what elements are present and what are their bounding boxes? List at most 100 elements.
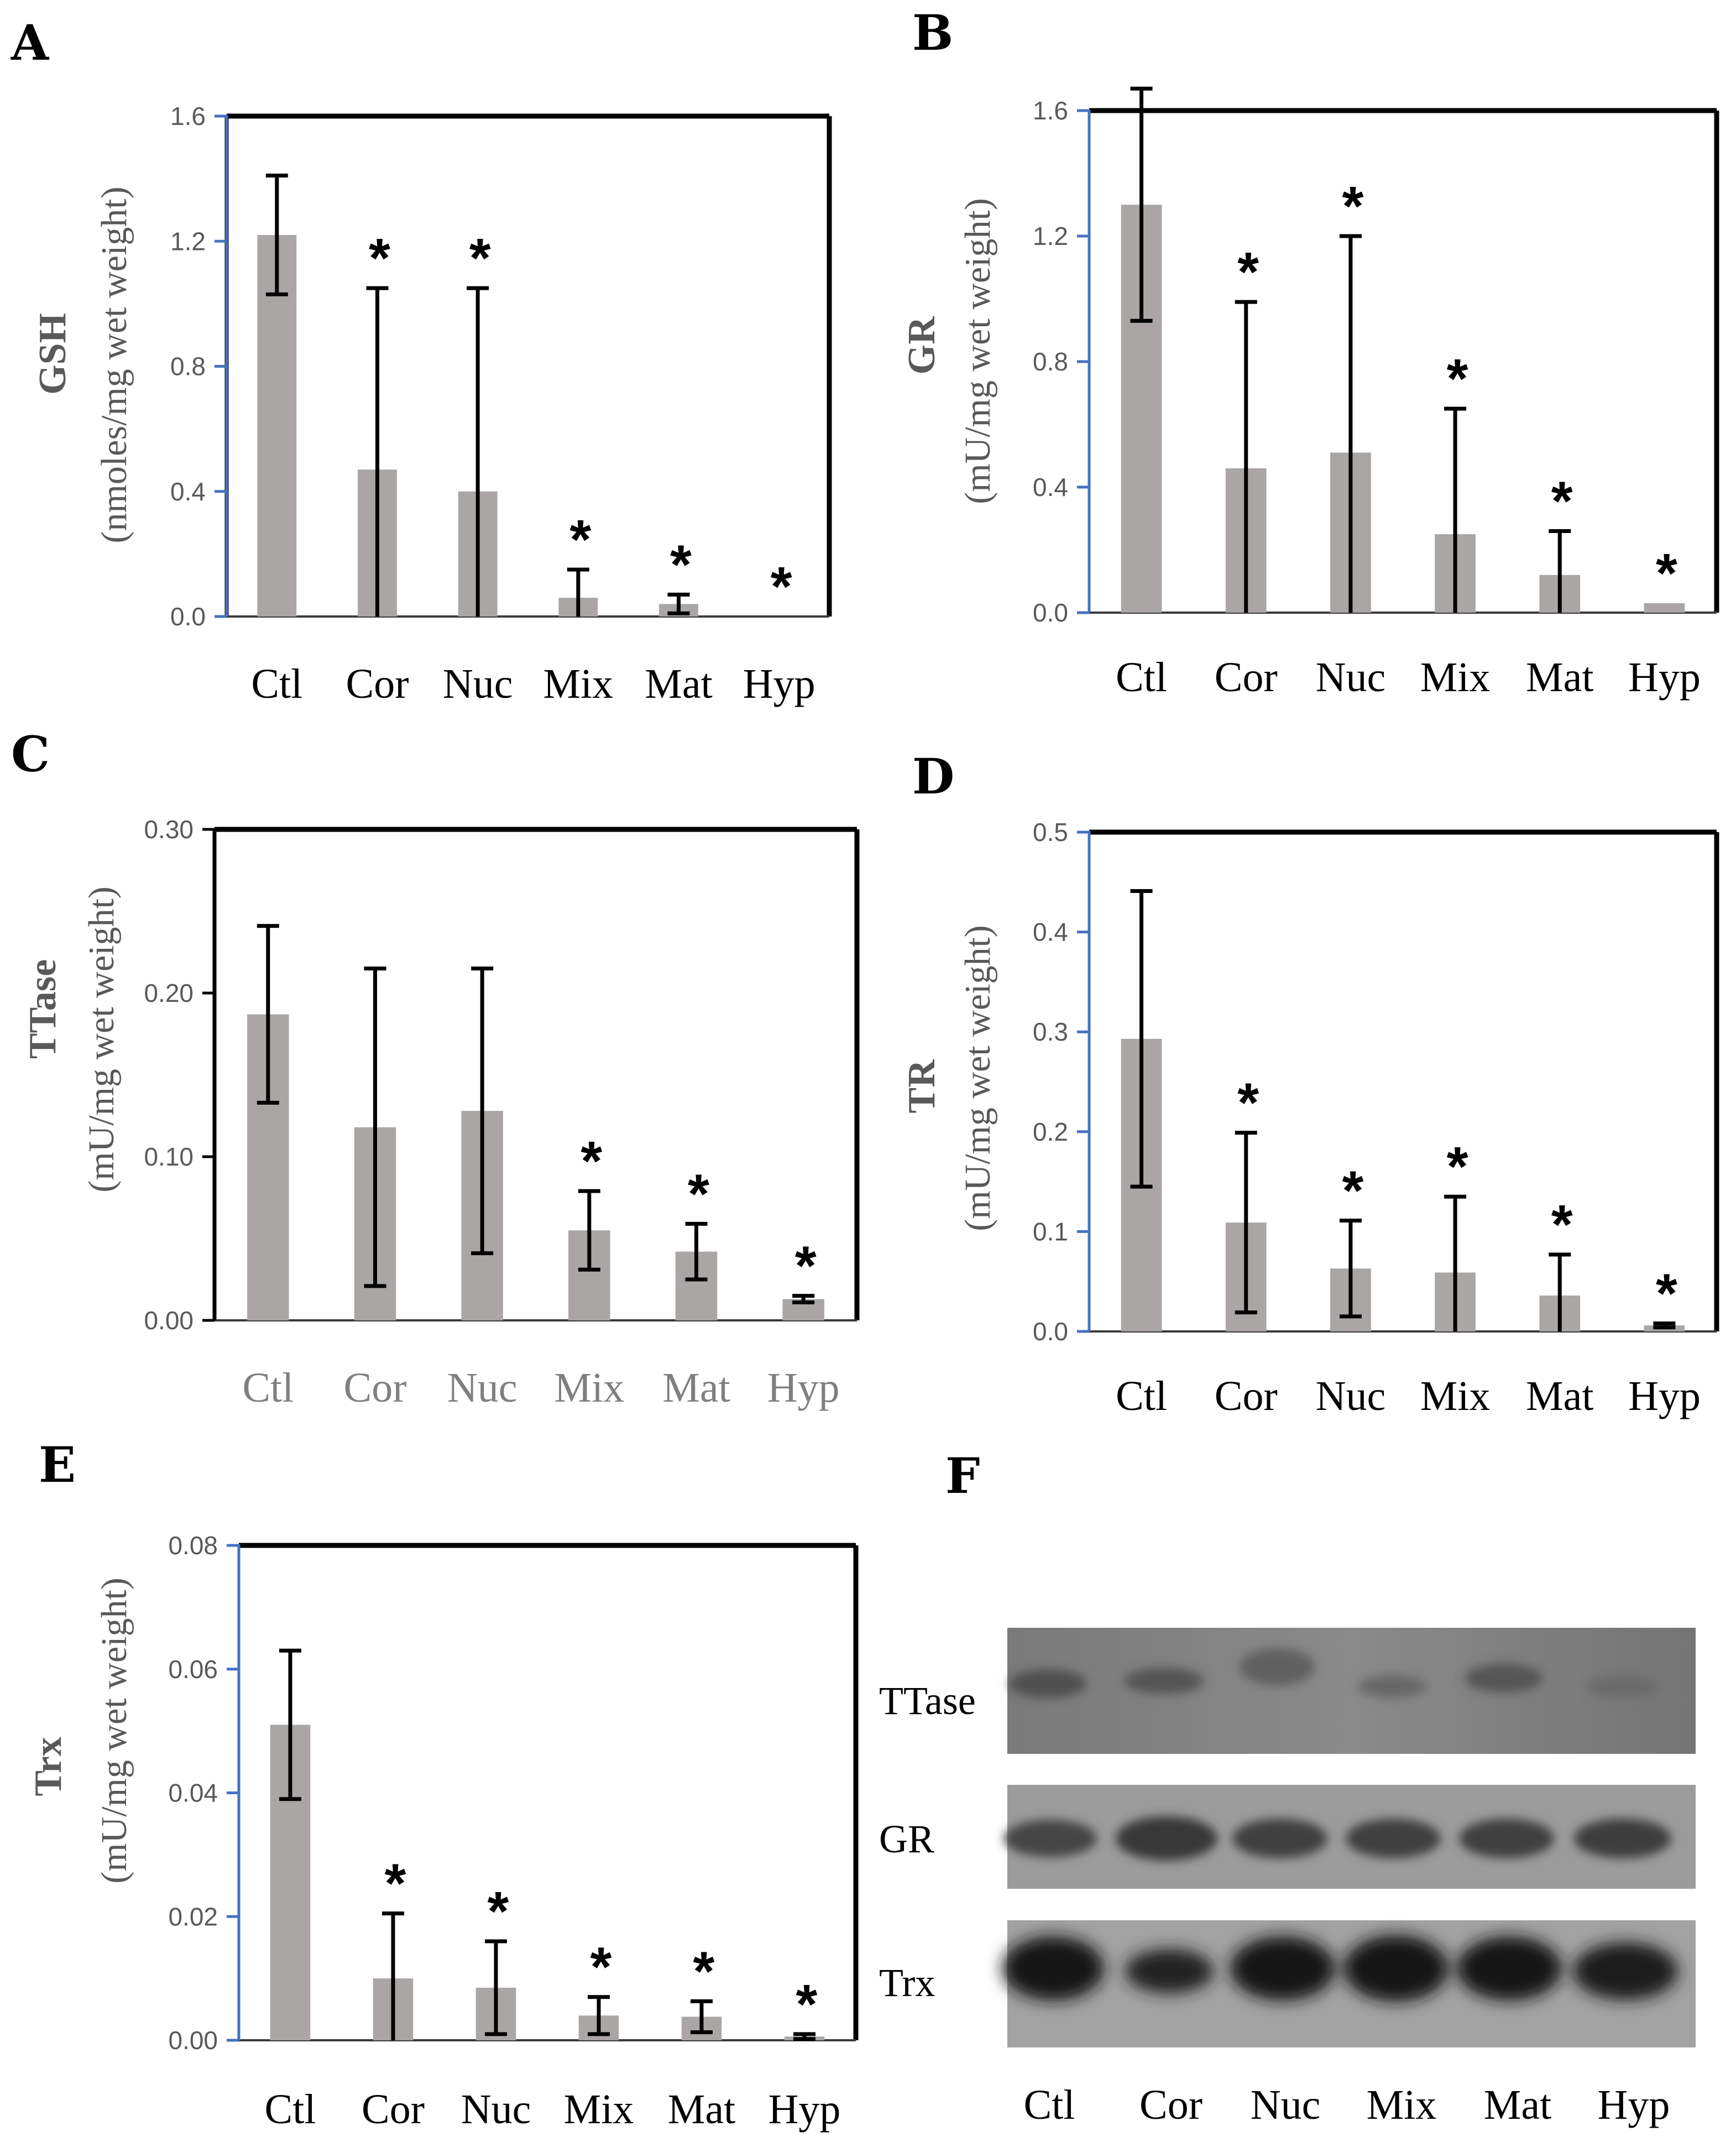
- panel-d-y-title: TR: [901, 1059, 943, 1114]
- significance-star: *: [670, 534, 692, 595]
- significance-star: *: [1656, 1263, 1677, 1325]
- x-tick-label: Cor: [1215, 654, 1278, 701]
- significance-star: *: [771, 556, 792, 618]
- x-tick-label: Cor: [344, 1365, 407, 1411]
- bar-ctl: [257, 234, 297, 617]
- x-tick-label: Mat: [1526, 654, 1593, 701]
- blot-band-gr-mat: [1459, 1819, 1554, 1858]
- y-tick-label: 0.8: [170, 352, 206, 381]
- x-tick-label: Mat: [645, 661, 712, 707]
- blot-band-ttase-hyp: [1587, 1675, 1658, 1697]
- blot-band-trx-hyp: [1573, 1942, 1678, 2000]
- panel-c: C TTase (mU/mg wet weight) 0.00 0.10 0.20 0…: [11, 725, 860, 1411]
- x-tick-label: Hyp: [1628, 654, 1701, 701]
- panel-letter-d: D: [912, 748, 954, 805]
- significance-star: *: [1342, 175, 1363, 237]
- panel-b-y-title: GR: [901, 316, 943, 374]
- significance-star: *: [1551, 470, 1573, 532]
- x-tick-label: Hyp: [768, 2086, 841, 2133]
- y-tick-label: 0.4: [170, 477, 206, 506]
- significance-star: *: [469, 227, 491, 289]
- significance-star: *: [569, 509, 591, 571]
- significance-star: *: [488, 1880, 509, 1942]
- blot-lane-label: Mat: [1484, 2082, 1551, 2128]
- blot-band-gr-mix: [1346, 1819, 1441, 1858]
- x-tick-label: Mat: [668, 2086, 735, 2133]
- panel-d: D TR (mU/mg wet weight) 0.0 0.1 0.2 0.3 0.4 0…: [901, 748, 1719, 1419]
- blot-band-gr-hyp: [1574, 1819, 1671, 1858]
- blot-band-gr-ctl: [1004, 1820, 1097, 1857]
- x-tick-label: Mix: [564, 2086, 634, 2133]
- x-tick-label: Nuc: [447, 1365, 517, 1411]
- y-tick-label: 0.10: [144, 1142, 194, 1171]
- blot-ttase-membrane: [1007, 1628, 1696, 1754]
- x-tick-label: Mat: [662, 1365, 730, 1411]
- blot-trx-bands: [1002, 1935, 1678, 2002]
- significance-star: *: [1656, 542, 1677, 604]
- panel-a: A GSH (nmoles/mg wet weight) 0.0 0.4 0.8 1.…: [11, 14, 832, 707]
- y-tick-label: 0.30: [144, 815, 194, 844]
- panel-a-y-title: GSH: [32, 313, 74, 395]
- y-tick-label: 0.8: [1033, 347, 1068, 376]
- y-tick-label: 0.02: [168, 1902, 218, 1931]
- blot-band-ttase-nuc: [1240, 1648, 1315, 1686]
- blot-lane-label: Mix: [1367, 2082, 1437, 2128]
- blot-lane-label: Cor: [1139, 2082, 1202, 2128]
- x-tick-label: Mix: [543, 661, 613, 707]
- y-tick-label: 0.0: [170, 602, 206, 631]
- significance-star: *: [1237, 241, 1259, 303]
- panel-letter-c: C: [11, 725, 50, 783]
- x-tick-label: Hyp: [743, 661, 815, 707]
- x-tick-label: Mat: [1526, 1373, 1593, 1419]
- x-tick-label: Mix: [1420, 654, 1491, 701]
- panel-b: B GR (mU/mg wet weight) 0.0 0.4 0.8 1.2 1.6 C…: [901, 4, 1719, 701]
- blot-lane-label: Hyp: [1598, 2082, 1670, 2128]
- x-tick-label: Ctl: [251, 661, 302, 707]
- significance-star: *: [581, 1130, 602, 1192]
- panel-d-y-unit: (mU/mg wet weight): [958, 925, 998, 1231]
- panel-letter-b: B: [912, 4, 953, 61]
- y-tick-label: 0.08: [168, 1531, 218, 1560]
- significance-star: *: [1551, 1194, 1573, 1256]
- significance-star: *: [688, 1163, 709, 1225]
- significance-star: *: [1342, 1160, 1363, 1222]
- y-tick-label: 1.2: [1033, 222, 1068, 250]
- blot-band-trx-ctl: [1002, 1936, 1104, 2000]
- significance-star: *: [693, 1941, 715, 2003]
- blot-band-trx-mix: [1343, 1935, 1449, 2002]
- x-tick-label: Nuc: [1316, 1373, 1386, 1419]
- y-tick-label: 0.0: [1033, 598, 1068, 627]
- y-tick-label: 1.6: [1033, 96, 1068, 125]
- blot-row-label-trx: Trx: [879, 1961, 935, 2005]
- significance-star: *: [369, 227, 390, 289]
- panel-f: F TTase GR Trx: [879, 1447, 1696, 2128]
- blot-ttase-bands: [1009, 1648, 1658, 1698]
- significance-star: *: [590, 1936, 612, 1998]
- panel-letter-e: E: [39, 1436, 76, 1493]
- y-tick-label: 0.4: [1033, 918, 1068, 947]
- significance-star: *: [1237, 1072, 1259, 1134]
- significance-star: *: [1447, 1136, 1468, 1198]
- panel-e: E Trx (mU/mg wet weight) 0.00 0.02 0.04 0.0…: [27, 1436, 859, 2133]
- x-tick-label: Mix: [1420, 1373, 1491, 1419]
- blot-band-gr-nuc: [1232, 1819, 1327, 1858]
- significance-star: *: [385, 1853, 406, 1915]
- x-tick-label: Cor: [1215, 1373, 1278, 1419]
- x-tick-label: Nuc: [1316, 654, 1386, 701]
- blot-band-trx-cor: [1125, 1949, 1214, 1993]
- x-tick-label: Cor: [362, 2086, 425, 2133]
- x-tick-label: Nuc: [461, 2086, 531, 2133]
- x-tick-label: Ctl: [1116, 1373, 1167, 1419]
- panel-b-y-unit: (mU/mg wet weight): [958, 198, 998, 504]
- significance-star: *: [795, 1235, 817, 1297]
- panel-e-y-unit: (mU/mg wet weight): [94, 1577, 134, 1884]
- y-tick-label: 0.00: [144, 1306, 194, 1335]
- panel-e-y-title: Trx: [27, 1737, 70, 1796]
- y-tick-label: 1.6: [170, 102, 206, 130]
- y-tick-label: 0.3: [1033, 1017, 1068, 1046]
- x-tick-label: Mix: [554, 1365, 624, 1411]
- blot-band-trx-nuc: [1230, 1936, 1335, 2000]
- blot-row-label-gr: GR: [879, 1817, 934, 1861]
- y-tick-label: 1.2: [170, 227, 206, 255]
